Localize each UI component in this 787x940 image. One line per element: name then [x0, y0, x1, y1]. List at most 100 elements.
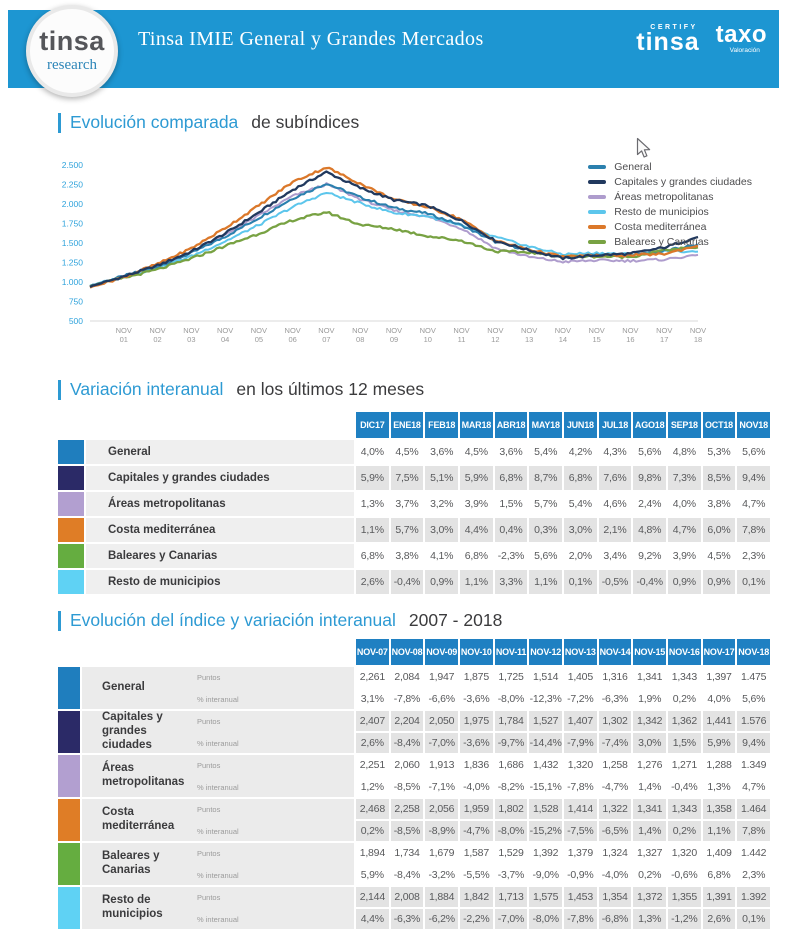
value-cell: 2,0% — [564, 544, 597, 568]
interanual-cell: -9,7% — [494, 733, 528, 753]
value-cell: 3,0% — [564, 518, 597, 542]
x-axis-tick-label: NOV — [116, 326, 132, 335]
puntos-cell: 1,836 — [460, 755, 493, 775]
sublabel-interanual: % interanual — [197, 870, 239, 880]
value-cell: 0,9% — [425, 570, 458, 594]
row-label: Baleares y Canarias — [86, 544, 354, 568]
column-header: NOV-14 — [598, 639, 632, 665]
value-cell: 5,7% — [529, 492, 562, 516]
interanual-cell: -3,7% — [494, 865, 528, 885]
interanual-cell: 0,2% — [633, 865, 666, 885]
y-axis-tick-label: 2.500 — [62, 160, 84, 170]
section-title-highlight: Variación interanual — [70, 379, 224, 399]
sublabel-interanual: % interanual — [197, 738, 239, 748]
puntos-cell: 1,258 — [598, 755, 632, 775]
puntos-cell: 1,784 — [494, 711, 528, 731]
row-color-swatch — [58, 518, 84, 542]
interanual-cell: -6,3% — [390, 909, 424, 929]
puntos-cell: 1,453 — [564, 887, 597, 907]
puntos-cell: 1,441 — [702, 711, 736, 731]
value-cell: 3,0% — [425, 518, 458, 542]
sublabel-puntos: Puntos — [197, 716, 221, 726]
value-cell: 5,3% — [702, 440, 736, 464]
column-header: NOV-13 — [564, 639, 597, 665]
group-sublabels: Puntos % interanual — [197, 711, 354, 753]
interanual-cell: -8,5% — [390, 777, 424, 797]
interanual-cell: -6,5% — [598, 821, 632, 841]
x-axis-tick-label: NOV — [656, 326, 672, 335]
group-name: Resto de municipios — [102, 894, 163, 920]
x-axis-tick-label: 11 — [458, 335, 466, 344]
puntos-cell: 1,341 — [633, 667, 666, 687]
value-cell: 3,6% — [494, 440, 528, 464]
column-header: FEB18 — [425, 412, 458, 438]
legend-label: Capitales y grandes ciudades — [614, 176, 752, 188]
row-color-swatch — [58, 440, 84, 464]
value-cell: 0,1% — [564, 570, 597, 594]
puntos-cell: 1,288 — [702, 755, 736, 775]
interanual-cell: -4,7% — [460, 821, 493, 841]
value-cell: 0,9% — [668, 570, 701, 594]
interanual-cell: 1,3% — [633, 909, 666, 929]
series-line-capitales — [89, 170, 699, 288]
puntos-cell: 1,320 — [564, 755, 597, 775]
column-header: NOV-11 — [494, 639, 528, 665]
interanual-cell: -7,8% — [564, 909, 597, 929]
puntos-cell: 1,392 — [529, 843, 562, 863]
interanual-cell: -8,4% — [390, 733, 424, 753]
value-cell: -2,3% — [494, 544, 528, 568]
column-header: JUL18 — [598, 412, 632, 438]
group-label: Capitales y grandes ciudades Puntos % inte… — [82, 711, 354, 753]
legend-swatch-general — [588, 165, 607, 169]
puntos-cell: 1.442 — [737, 843, 770, 863]
interanual-cell: -8,2% — [494, 777, 528, 797]
interanual-cell: -4,0% — [460, 777, 493, 797]
value-cell: 0,9% — [702, 570, 736, 594]
column-header: NOV18 — [737, 412, 770, 438]
value-cell: 3,3% — [494, 570, 528, 594]
puntos-cell: 1,271 — [668, 755, 701, 775]
mouse-cursor — [636, 137, 651, 158]
puntos-cell: 1,409 — [702, 843, 736, 863]
monthly-variation-table: DIC17 ENE18 FEB18 MAR18 ABR18 MAY18 JUN18 JUL18… — [58, 412, 770, 594]
puntos-cell: 1.576 — [737, 711, 770, 731]
legend-label: General — [614, 161, 652, 173]
puntos-cell: 1,894 — [356, 843, 389, 863]
interanual-cell: -7,8% — [564, 777, 597, 797]
value-cell: 3,4% — [598, 544, 632, 568]
x-axis-tick-label: 10 — [424, 335, 432, 344]
x-axis-tick-label: NOV — [690, 326, 706, 335]
column-header: ENE18 — [390, 412, 424, 438]
value-cell: -0,4% — [390, 570, 424, 594]
puntos-cell: 1,679 — [425, 843, 458, 863]
puntos-cell: 1,414 — [564, 799, 597, 819]
value-cell: 4,1% — [425, 544, 458, 568]
puntos-cell: 1,302 — [598, 711, 632, 731]
column-header: SEP18 — [668, 412, 701, 438]
tinsa-research-sub: research — [47, 57, 97, 73]
section-title-highlight: Evolución comparada — [70, 112, 239, 132]
x-axis-tick-label: 18 — [694, 335, 702, 344]
value-cell: 4,3% — [598, 440, 632, 464]
group-label: Baleares y Canarias Puntos % interanual — [82, 843, 354, 885]
interanual-cell: -7,8% — [390, 689, 424, 709]
value-cell: 4,8% — [668, 440, 701, 464]
interanual-cell: -8,0% — [494, 689, 528, 709]
column-header: NOV-12 — [529, 639, 562, 665]
y-axis-tick-label: 1.250 — [62, 257, 84, 267]
legend-label: Resto de municipios — [614, 206, 709, 218]
section-title-chart: Evolución comparada de subíndices — [58, 0, 787, 133]
puntos-cell: 1,527 — [529, 711, 562, 731]
interanual-cell: -1,2% — [668, 909, 701, 929]
interanual-cell: -15,1% — [529, 777, 562, 797]
column-header: NOV-16 — [668, 639, 701, 665]
puntos-cell: 1,343 — [668, 799, 701, 819]
column-header: NOV-18 — [737, 639, 770, 665]
value-cell: 7,3% — [668, 466, 701, 490]
x-axis-tick-label: 12 — [491, 335, 499, 344]
puntos-cell: 1,379 — [564, 843, 597, 863]
value-cell: 5,6% — [633, 440, 666, 464]
value-cell: 9,4% — [737, 466, 770, 490]
puntos-cell: 1.464 — [737, 799, 770, 819]
puntos-cell: 1,528 — [529, 799, 562, 819]
